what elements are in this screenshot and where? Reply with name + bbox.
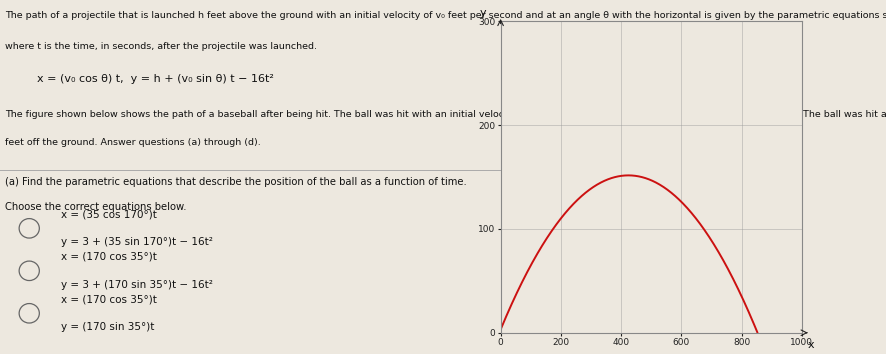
Text: x = (35 cos 170°)t: x = (35 cos 170°)t (61, 209, 157, 219)
Text: y = 3 + (35 sin 170°)t − 16t²: y = 3 + (35 sin 170°)t − 16t² (61, 238, 213, 247)
Text: The figure shown below shows the path of a baseball after being hit. The ball wa: The figure shown below shows the path of… (5, 110, 886, 119)
Text: x = (v₀ cos θ) t,  y = h + (v₀ sin θ) t − 16t²: x = (v₀ cos θ) t, y = h + (v₀ sin θ) t −… (37, 74, 274, 84)
Text: y: y (479, 8, 486, 18)
Text: x = (170 cos 35°)t: x = (170 cos 35°)t (61, 252, 157, 262)
Text: feet off the ground. Answer questions (a) through (d).: feet off the ground. Answer questions (a… (5, 138, 261, 147)
Text: where t is the time, in seconds, after the projectile was launched.: where t is the time, in seconds, after t… (5, 42, 317, 51)
Text: y = 3 + (170 sin 35°)t − 16t²: y = 3 + (170 sin 35°)t − 16t² (61, 280, 213, 290)
Text: x = (170 cos 35°)t: x = (170 cos 35°)t (61, 294, 157, 304)
Text: The path of a projectile that is launched h feet above the ground with an initia: The path of a projectile that is launche… (5, 11, 886, 19)
Text: (a) Find the parametric equations that describe the position of the ball as a fu: (a) Find the parametric equations that d… (5, 177, 467, 187)
Text: x: x (807, 340, 814, 350)
Text: y = (170 sin 35°)t: y = (170 sin 35°)t (61, 322, 154, 332)
Text: Choose the correct equations below.: Choose the correct equations below. (5, 202, 187, 212)
